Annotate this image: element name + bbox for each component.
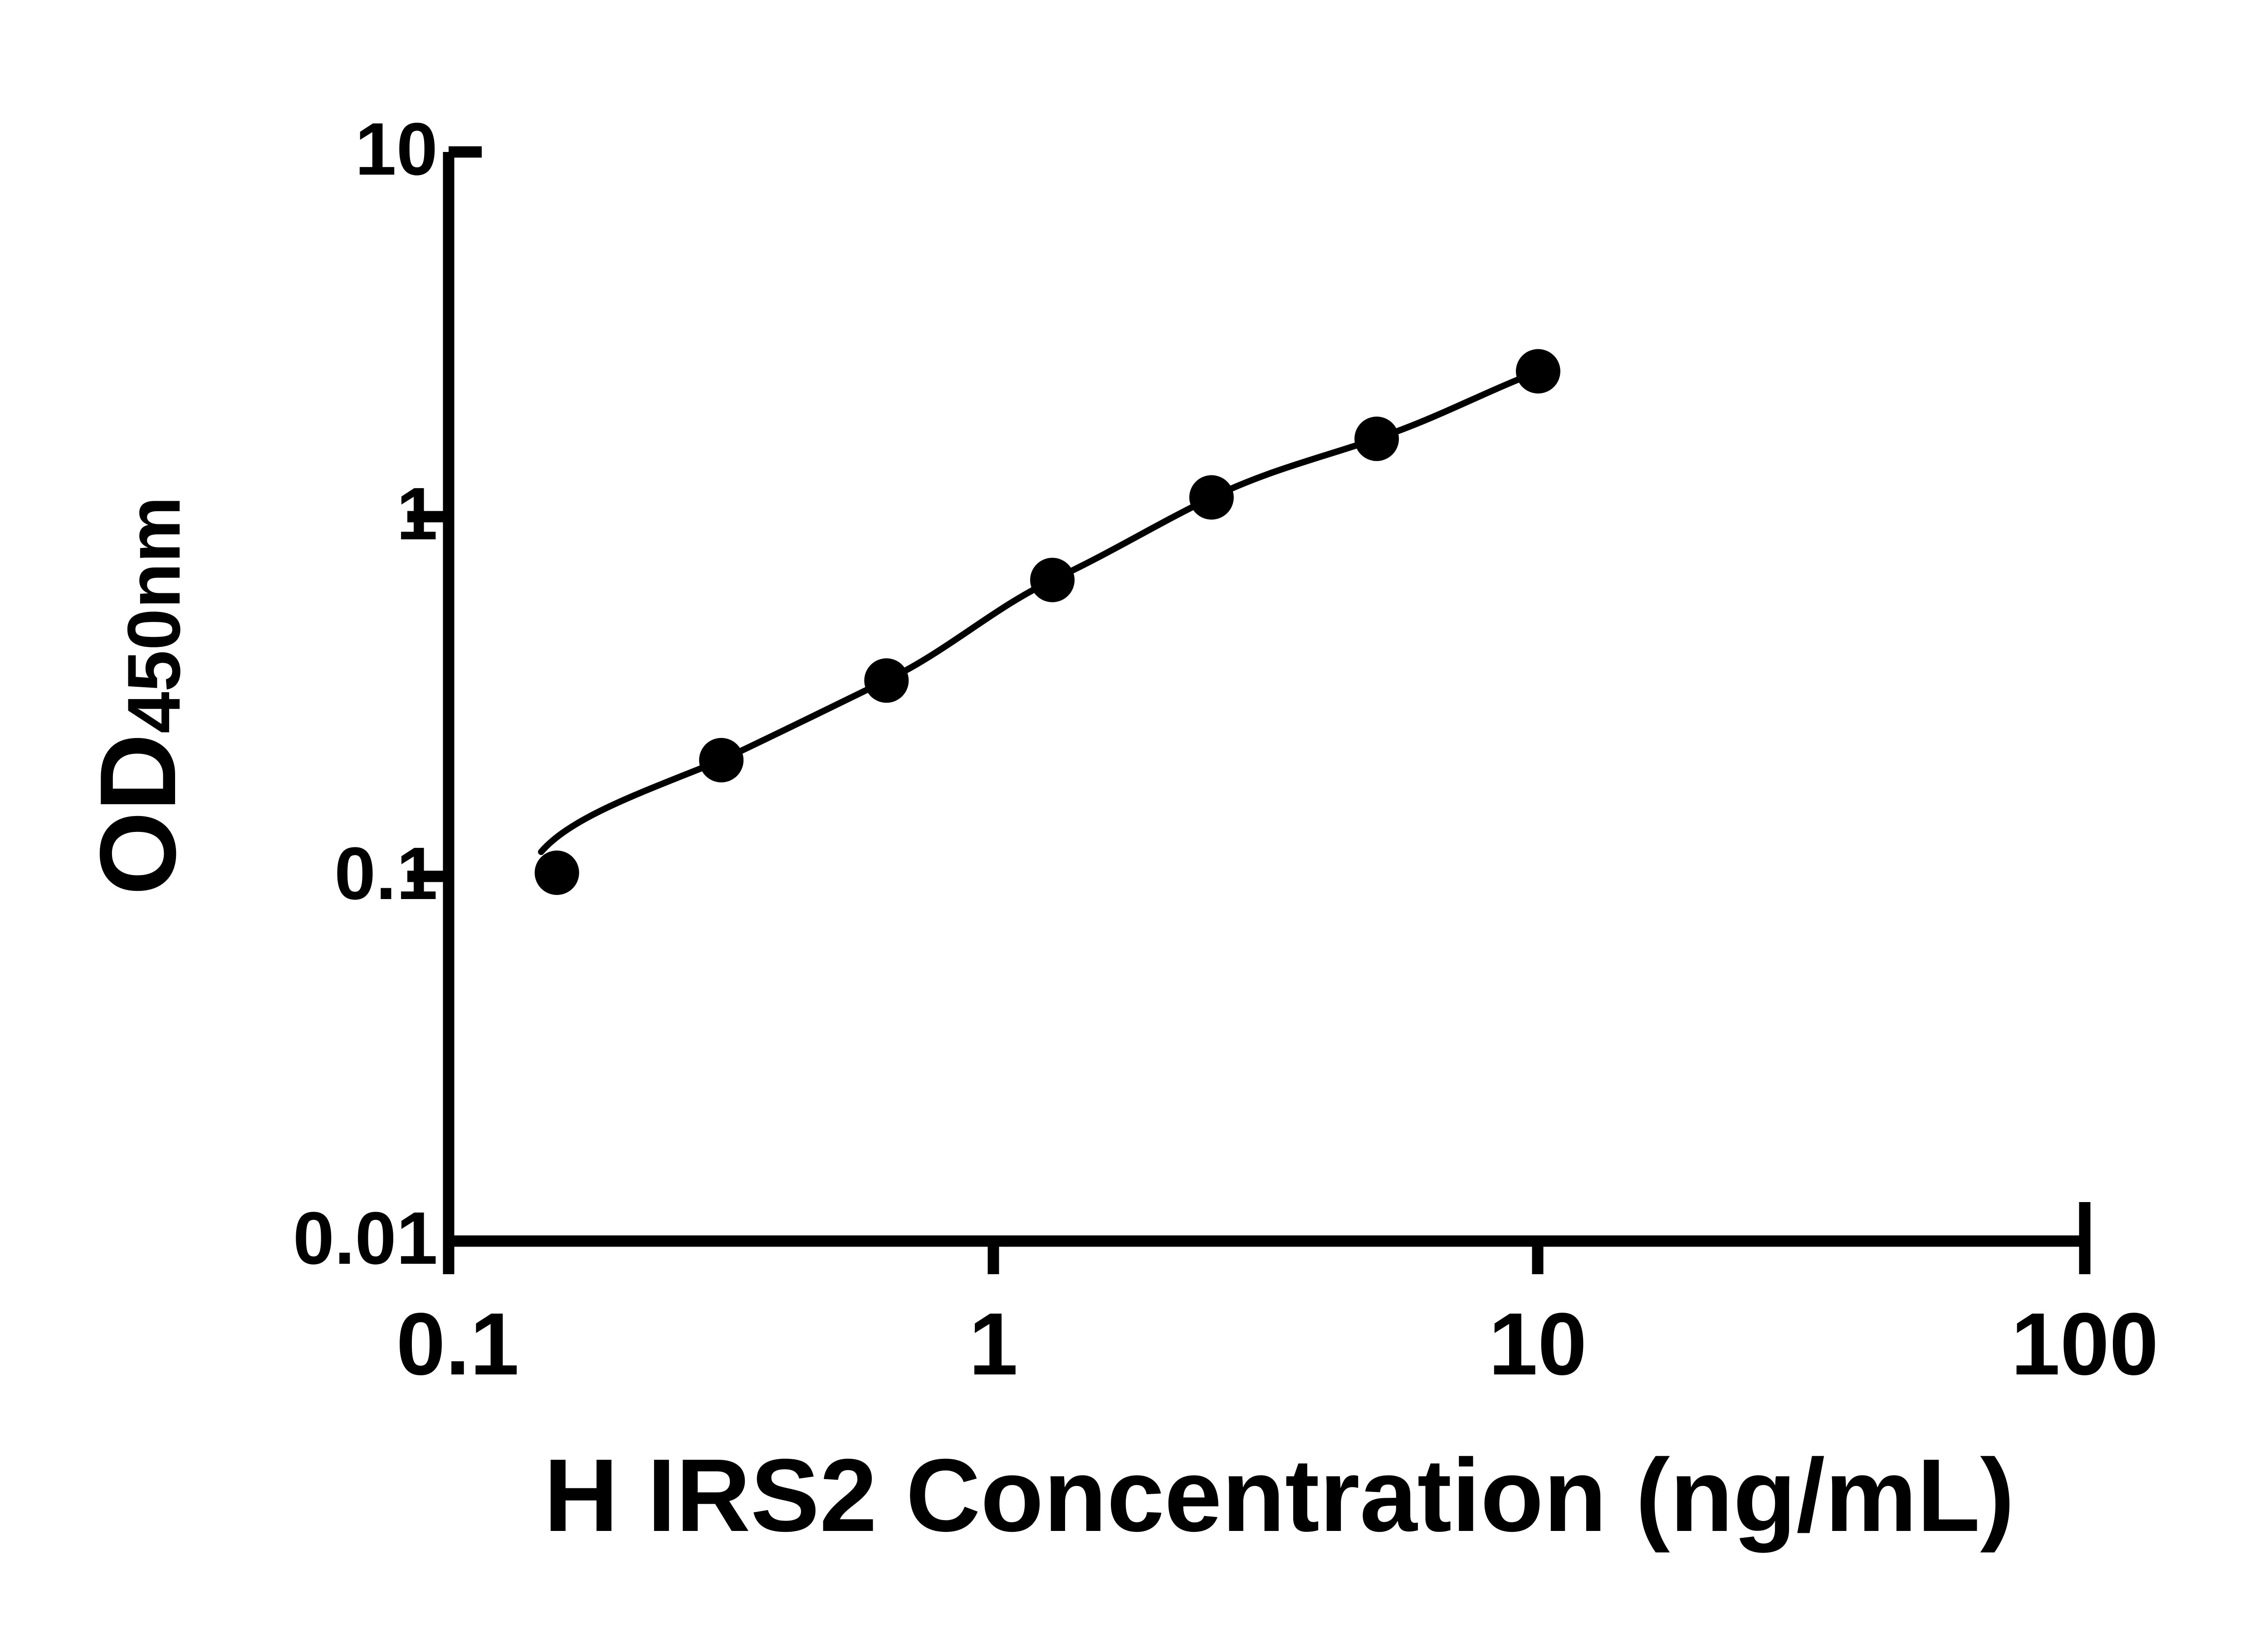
svg-text:10: 10 — [355, 108, 438, 191]
svg-text:10: 10 — [1489, 1295, 1587, 1393]
svg-text:H IRS2 Concentration (ng/mL): H IRS2 Concentration (ng/mL) — [544, 1438, 2015, 1553]
svg-text:1: 1 — [396, 472, 438, 555]
svg-text:100: 100 — [2011, 1295, 2158, 1393]
svg-text:0.1: 0.1 — [334, 832, 438, 915]
svg-text:1: 1 — [969, 1295, 1018, 1393]
svg-text:0.1: 0.1 — [396, 1295, 519, 1393]
svg-text:0.01: 0.01 — [293, 1197, 438, 1280]
